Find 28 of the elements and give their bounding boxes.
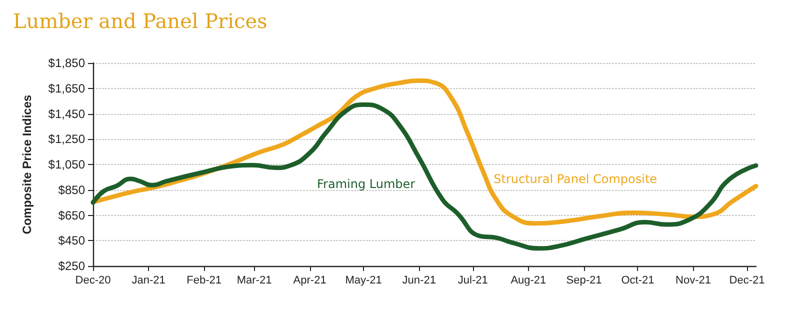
x-tick-label: Sep-21 [566, 274, 602, 286]
x-tick-label: Aug-21 [510, 274, 546, 286]
series-label: Structural Panel Composite [494, 172, 658, 186]
x-tick-label: Mar-21 [236, 274, 272, 286]
y-tick-label: $1,850 [48, 56, 86, 70]
y-tick-label: $450 [58, 234, 86, 248]
x-tick-label: Nov-21 [676, 274, 712, 286]
x-tick-label: Oct-21 [621, 274, 654, 286]
y-tick-label: $250 [58, 259, 86, 273]
y-axis-title: Composite Price Indices [20, 94, 34, 234]
x-tick-label: Dec-21 [729, 274, 765, 286]
y-tick-label: $850 [58, 182, 86, 197]
y-tick-label: $1,250 [48, 132, 86, 146]
line-series [90, 102, 758, 251]
x-tick-label: Jan-21 [132, 274, 166, 286]
x-tick-label: Dec-20 [75, 274, 111, 286]
line-series [90, 78, 758, 226]
x-tick-label: Apr-21 [293, 274, 326, 286]
x-tick-label: May-21 [345, 274, 382, 286]
x-tick-label: Feb-21 [186, 274, 222, 286]
series-label: Framing Lumber [317, 176, 416, 191]
x-tick-label: Jul-21 [458, 274, 488, 286]
x-tick-label: Jun-21 [402, 274, 436, 286]
y-tick-label: $1,650 [48, 81, 86, 96]
y-tick-label: $1,050 [48, 158, 86, 172]
chart-title: Lumber and Panel Prices [13, 9, 268, 33]
y-tick-label: $650 [58, 208, 86, 222]
y-tick-label: $1,450 [48, 106, 86, 121]
